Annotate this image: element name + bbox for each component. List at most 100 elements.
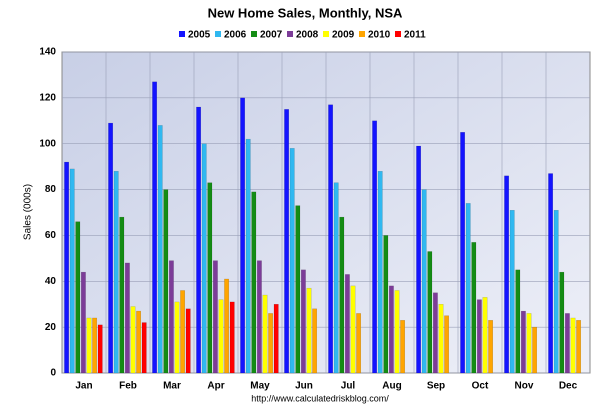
bar bbox=[345, 274, 350, 374]
bar bbox=[400, 320, 405, 374]
bar bbox=[460, 132, 465, 374]
bar bbox=[240, 97, 245, 374]
bar bbox=[515, 269, 521, 374]
bar bbox=[86, 317, 92, 374]
bar bbox=[251, 191, 257, 374]
bar bbox=[433, 292, 438, 374]
y-tick-label: 60 bbox=[45, 230, 57, 241]
bar bbox=[333, 182, 339, 374]
x-tick-label: Dec bbox=[559, 381, 578, 392]
y-tick-label: 0 bbox=[50, 368, 56, 379]
x-tick-label: Oct bbox=[472, 381, 489, 392]
bar bbox=[356, 313, 361, 374]
bar bbox=[427, 251, 433, 374]
bar bbox=[163, 189, 169, 374]
bar bbox=[526, 313, 532, 374]
bar bbox=[64, 161, 70, 374]
x-tick-label: Jan bbox=[75, 381, 92, 392]
bar bbox=[97, 324, 103, 374]
bar bbox=[212, 260, 218, 374]
bar bbox=[372, 120, 377, 374]
bar bbox=[196, 106, 201, 374]
bar bbox=[306, 287, 312, 374]
bar bbox=[80, 271, 86, 374]
legend-swatch bbox=[395, 31, 401, 37]
bar bbox=[389, 285, 394, 374]
legend-label: 2005 bbox=[188, 30, 211, 41]
legend-swatch bbox=[215, 31, 221, 37]
bar bbox=[124, 262, 130, 374]
bar bbox=[339, 216, 345, 374]
bar bbox=[383, 235, 389, 374]
x-tick-label: Mar bbox=[163, 381, 181, 392]
y-axis-title: Sales (000s) bbox=[23, 184, 34, 240]
x-tick-label: Apr bbox=[207, 381, 224, 392]
bar bbox=[416, 145, 421, 374]
bar bbox=[328, 104, 333, 374]
legend-swatch bbox=[251, 31, 257, 37]
bar bbox=[119, 216, 125, 374]
bar bbox=[174, 301, 180, 374]
bar bbox=[268, 313, 273, 374]
x-tick-label: May bbox=[250, 381, 270, 392]
y-tick-label: 100 bbox=[39, 138, 56, 149]
chart-title: New Home Sales, Monthly, NSA bbox=[208, 5, 403, 20]
bar bbox=[312, 308, 317, 374]
bar bbox=[295, 205, 301, 374]
legend-label: 2011 bbox=[404, 30, 426, 41]
bar bbox=[273, 304, 279, 374]
legend-label: 2010 bbox=[368, 30, 391, 41]
bar bbox=[570, 317, 576, 374]
x-tick-label: Sep bbox=[427, 381, 445, 392]
bar bbox=[185, 308, 191, 374]
bar bbox=[394, 290, 400, 374]
bar bbox=[559, 271, 565, 374]
bar bbox=[130, 306, 136, 374]
legend-swatch bbox=[359, 31, 365, 37]
y-tick-label: 80 bbox=[45, 184, 57, 195]
bar bbox=[465, 203, 471, 374]
bar bbox=[553, 210, 559, 374]
bar bbox=[69, 168, 75, 374]
legend-label: 2008 bbox=[296, 30, 319, 41]
y-tick-label: 120 bbox=[39, 92, 56, 103]
bar bbox=[521, 310, 526, 374]
bar bbox=[509, 210, 515, 374]
bar bbox=[224, 278, 229, 374]
x-tick-label: Feb bbox=[119, 381, 137, 392]
x-tick-label: Nov bbox=[515, 381, 534, 392]
bar bbox=[532, 326, 538, 374]
bar bbox=[471, 242, 477, 374]
bar bbox=[92, 317, 98, 374]
y-tick-label: 140 bbox=[39, 47, 56, 58]
bar bbox=[284, 109, 289, 374]
bar bbox=[289, 148, 295, 374]
bar bbox=[157, 125, 163, 374]
x-tick-label: Jun bbox=[295, 381, 313, 392]
bar bbox=[262, 294, 268, 374]
bar bbox=[377, 171, 383, 374]
legend-label: 2007 bbox=[260, 30, 283, 41]
legend-label: 2006 bbox=[224, 30, 247, 41]
bar bbox=[108, 122, 114, 374]
legend-swatch bbox=[179, 31, 185, 37]
bar bbox=[229, 301, 235, 374]
bar bbox=[477, 299, 482, 374]
bar bbox=[565, 313, 570, 374]
legend-swatch bbox=[323, 31, 329, 37]
bar bbox=[444, 315, 449, 374]
bar bbox=[218, 299, 224, 374]
bar bbox=[576, 320, 582, 374]
bar bbox=[350, 285, 356, 374]
x-tick-label: Jul bbox=[341, 381, 356, 392]
bar bbox=[488, 320, 493, 374]
bar bbox=[113, 171, 119, 374]
footer: http://www.calculatedriskblog.com/ bbox=[251, 393, 389, 403]
bar bbox=[421, 189, 427, 374]
bar bbox=[548, 173, 554, 374]
bar bbox=[482, 297, 488, 374]
bar bbox=[168, 260, 174, 374]
bar bbox=[201, 143, 207, 374]
bar bbox=[152, 81, 157, 374]
